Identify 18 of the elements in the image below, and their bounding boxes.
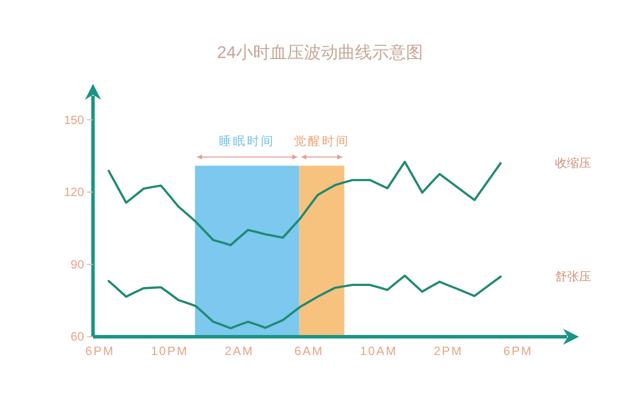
- chart-title: 24小时血压波动曲线示意图: [217, 43, 423, 62]
- y-tick-label: 60: [70, 330, 84, 344]
- x-tick-label: 2PM: [434, 344, 463, 358]
- line-series: [108, 274, 502, 330]
- y-tick-label: 90: [70, 257, 84, 272]
- x-tick-label: 6PM: [503, 344, 533, 358]
- text: 收缩压: [555, 156, 591, 170]
- line-series: [108, 160, 502, 246]
- text: 舒张压: [555, 270, 591, 284]
- x-tick-label: 2AM: [224, 344, 254, 358]
- x-tick-label: 10PM: [150, 344, 188, 358]
- x-tick-label: 6PM: [85, 344, 115, 358]
- annotation: 觉醒时间: [294, 134, 350, 148]
- x-tick-label: 10AM: [360, 344, 398, 358]
- x-tick-label: 6AM: [294, 344, 324, 358]
- annotation: 睡眠时间: [219, 134, 276, 148]
- y-tick-label: 120: [64, 185, 84, 200]
- y-tick-label: 150: [64, 112, 84, 127]
